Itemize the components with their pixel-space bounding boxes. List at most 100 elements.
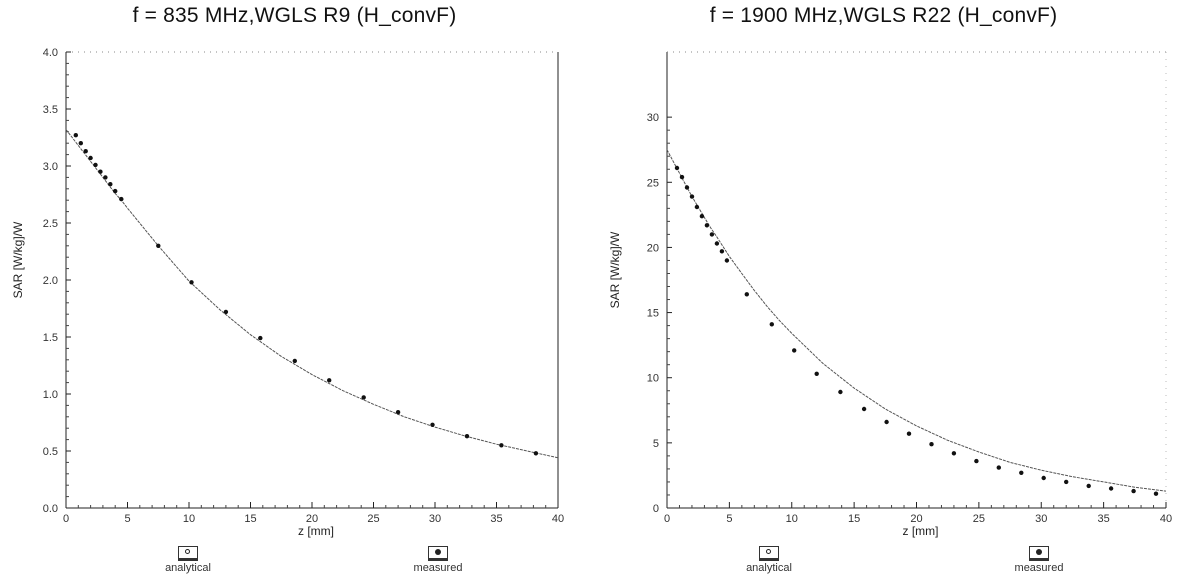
measured-point: [98, 170, 102, 174]
measured-point: [690, 194, 694, 198]
y-tick-label: 0.0: [43, 503, 58, 515]
measured-point: [1109, 486, 1113, 490]
y-tick-label: 1.0: [43, 389, 58, 401]
legend-analytical-icon: [759, 546, 779, 561]
measured-point: [862, 407, 866, 411]
measured-point: [815, 372, 819, 376]
measured-point: [396, 410, 400, 414]
measured-point: [710, 232, 714, 236]
measured-point: [430, 423, 434, 427]
legend-label-analytical: analytical: [746, 562, 792, 574]
measured-point: [792, 348, 796, 352]
y-tick-label: 10: [647, 373, 659, 385]
legend-label-measured: measured: [414, 562, 463, 574]
x-tick-label: 25: [973, 513, 985, 525]
measured-point: [700, 214, 704, 218]
y-tick-label: 2.0: [43, 275, 58, 287]
y-tick-label: 0.5: [43, 446, 58, 458]
x-tick-label: 30: [1035, 513, 1047, 525]
x-tick-label: 25: [367, 513, 379, 525]
x-tick-label: 0: [664, 513, 670, 525]
x-axis-label: z [mm]: [903, 524, 939, 538]
x-tick-label: 5: [124, 513, 130, 525]
x-axis-label: z [mm]: [298, 524, 334, 538]
measured-point: [952, 451, 956, 455]
y-tick-label: 1.5: [43, 332, 58, 344]
measured-point: [79, 141, 83, 145]
x-tick-label: 15: [244, 513, 256, 525]
measured-point: [84, 149, 88, 153]
measured-point: [108, 182, 112, 186]
measured-point: [974, 459, 978, 463]
measured-point: [88, 156, 92, 160]
measured-point: [997, 465, 1001, 469]
chart-panel-835: f = 835 MHz,WGLS R9 (H_convF) 0 5 10 15 20 25…: [0, 0, 589, 577]
y-axis-label: SAR [W/kg]/W: [608, 231, 622, 308]
measured-point: [725, 258, 729, 262]
measured-point: [1154, 492, 1158, 496]
measured-point: [884, 420, 888, 424]
y-tick-label: 5: [653, 438, 659, 450]
legend-label-analytical: analytical: [165, 562, 211, 574]
series-analytical-line: [66, 130, 558, 458]
measured-point: [156, 244, 160, 248]
legend-item-analytical: analytical: [709, 546, 829, 574]
measured-point: [745, 292, 749, 296]
measured-point: [1019, 471, 1023, 475]
measured-point: [720, 249, 724, 253]
y-tick-label: 25: [647, 177, 659, 189]
x-tick-label: 5: [726, 513, 732, 525]
legend-item-analytical: analytical: [128, 546, 248, 574]
measured-point: [1131, 489, 1135, 493]
x-tick-label: 35: [490, 513, 502, 525]
chart-panel-1900: f = 1900 MHz,WGLS R22 (H_convF) 0 5 10 15 20…: [589, 0, 1178, 577]
plot-area-1900: 0 5 10 15 20 25 30 35 40 0 5 10 15 20 25 30 z [mm] SAR [W…: [589, 0, 1178, 577]
legend-analytical-icon: [178, 546, 198, 561]
measured-point: [715, 241, 719, 245]
measured-point: [224, 310, 228, 314]
measured-point: [113, 189, 117, 193]
measured-point: [293, 359, 297, 363]
measured-point: [1087, 484, 1091, 488]
measured-point: [93, 163, 97, 167]
measured-point: [1064, 480, 1068, 484]
measured-point: [534, 451, 538, 455]
x-tick-label: 15: [848, 513, 860, 525]
measured-point: [119, 197, 123, 201]
measured-point: [685, 185, 689, 189]
x-tick-label: 10: [183, 513, 195, 525]
y-tick-label: 15: [647, 308, 659, 320]
measured-point: [705, 223, 709, 227]
y-tick-label: 30: [647, 112, 659, 124]
legend-item-measured: measured: [979, 546, 1099, 574]
x-tick-label: 0: [63, 513, 69, 525]
measured-point: [362, 395, 366, 399]
series-analytical-line: [667, 150, 1166, 491]
measured-point: [74, 133, 78, 137]
measured-point: [465, 434, 469, 438]
measured-point: [675, 166, 679, 170]
x-tick-label: 35: [1098, 513, 1110, 525]
x-tick-label: 40: [1160, 513, 1172, 525]
measured-point: [838, 390, 842, 394]
x-tick-label: 10: [786, 513, 798, 525]
measured-point: [680, 175, 684, 179]
legend-measured-icon: [1029, 546, 1049, 561]
measured-point: [1042, 476, 1046, 480]
legend-measured-icon: [428, 546, 448, 561]
y-tick-label: 2.5: [43, 218, 58, 230]
measured-point: [258, 336, 262, 340]
y-tick-label: 4.0: [43, 47, 58, 59]
measured-point: [189, 280, 193, 284]
measured-point: [929, 442, 933, 446]
measured-point: [907, 432, 911, 436]
x-tick-label: 40: [552, 513, 564, 525]
x-tick-label: 30: [429, 513, 441, 525]
y-tick-label: 0: [653, 503, 659, 515]
measured-point: [499, 443, 503, 447]
y-tick-label: 3.5: [43, 104, 58, 116]
measured-point: [103, 175, 107, 179]
y-axis-label: SAR [W/kg]/W: [11, 221, 25, 298]
measured-point: [327, 378, 331, 382]
plot-area-835: 0 5 10 15 20 25 30 35 40 0.0 0.5 1.0 1.5 2.0 2.5 3.0 3.5…: [0, 0, 589, 577]
